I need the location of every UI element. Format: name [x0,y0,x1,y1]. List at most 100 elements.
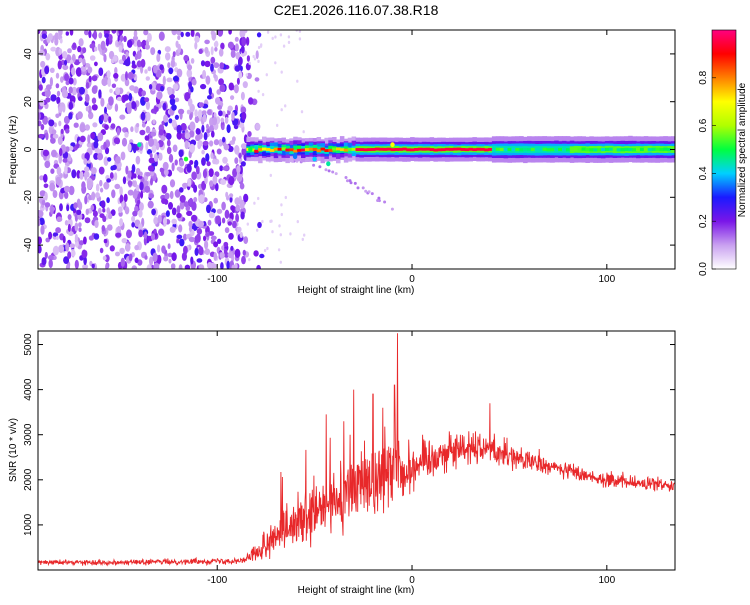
spectrogram-cell [227,221,232,226]
spectrogram-cell [65,146,70,153]
spectrogram-cell [93,140,99,149]
spectrogram-cell [65,242,70,252]
spectrogram-cell [176,205,181,214]
spectrogram-cell [124,58,131,67]
spectrogram-band-cell [293,145,298,152]
spectrogram-band-cell [647,148,653,152]
spectrogram-cell [171,59,175,68]
spectrogram-band-cell [663,147,668,151]
spectrogram-cell [289,232,292,236]
spectrogram-cell [87,66,93,74]
spectrogram-cell [274,61,277,65]
spectrogram-cell [76,111,83,120]
colorbar-tick-label: 0.6 [698,118,709,132]
spectrogram-cell [168,258,172,264]
spectrogram-cell [78,86,85,95]
spectrogram-cell [97,132,104,142]
spectrogram-band-cell [639,147,645,151]
spectrogram-cell [253,250,259,257]
spectrogram-cell [241,111,247,121]
spectrogram-cell [390,142,395,148]
spectrogram-cell [74,213,78,222]
spectrogram-cell [208,211,215,219]
spectrogram-cell [155,142,160,151]
spectrogram-x-ticks: -100 0 100 [207,30,616,285]
spectrogram-cell [39,99,45,107]
snr-series-line [38,333,675,567]
spectrogram-band-cell [297,148,302,152]
spectrogram-cell [90,204,95,211]
spectrogram-cell [106,178,111,183]
spectrogram-cell [102,255,107,261]
spectrogram-band-cell [312,144,318,151]
spectrogram-cell [245,36,250,46]
spectrogram-cell [221,110,226,117]
spectrogram-band-cell [472,148,477,152]
spectrogram-cell [59,38,63,44]
spectrogram-cell [127,189,134,196]
spectrogram-cell [108,116,112,124]
spectrogram-cell [198,102,204,108]
spectrogram-cell [144,255,148,260]
spectrogram-cell [63,172,69,179]
spectrogram-cell [48,231,53,240]
spectrogram-cell [44,65,50,75]
spectrogram-cell [163,168,169,176]
spectrogram-cell [215,215,222,225]
spectrogram-cell [68,185,75,196]
spectrogram-cell [62,235,66,244]
spectrogram-cell [58,48,63,55]
spectrogram-cell [120,257,126,267]
spectrogram-band-cell [445,147,450,151]
spectrogram-cell [84,124,90,131]
spectrogram-cell [80,65,87,72]
spectrogram-cell [257,221,262,229]
spectrogram-cell [239,65,243,72]
spectrogram-band-cell [414,148,419,151]
spectrogram-cell [169,97,176,106]
spectrogram-cell [58,244,65,253]
spectrogram-cell [231,111,235,121]
spectrogram-cell [60,128,64,134]
spectrogram-cell [216,148,222,155]
spectrogram-cell [221,245,226,251]
spectrogram-cell [218,110,223,117]
spectrogram-cell [83,158,88,165]
spectrogram-cell [225,191,229,198]
spectrogram-band-cell [573,147,579,152]
spectrogram-cell [201,124,205,133]
spectrogram-band-cell [542,147,547,151]
spectrogram-cell [243,236,249,245]
spectrogram-cell [63,59,68,66]
spectrogram-cell [277,248,281,252]
spectrogram-cell [131,222,135,228]
spectrogram-cell [383,200,387,204]
spectrogram-cell [247,131,252,137]
spectrogram-cell [219,84,226,92]
spectrogram-cell [143,180,149,187]
spectrogram-cell [57,136,63,146]
spectrogram-band-cell [285,148,290,152]
spectrogram-cell [115,251,120,257]
spectrogram-cell [68,156,72,162]
spectrogram-cell [158,31,165,41]
spectrogram-cell [227,41,234,49]
spectrogram-cell [279,260,282,264]
spectrogram-cell [82,264,89,269]
spectrogram-cell [188,220,193,228]
spectrogram-cell [86,142,93,148]
spectrogram-cell [123,193,128,203]
spectrogram-cell [169,226,176,233]
spectrogram-cell [132,143,137,154]
spectrogram-cell [148,137,155,147]
spectrogram-cell [169,190,174,200]
spectrogram-cell [189,113,193,121]
spectrogram-cell [134,53,138,61]
spectrogram-cell [139,202,144,211]
spectrogram-band-cell [620,148,625,152]
spectrogram-band-cell [254,149,259,153]
spectrogram-cell [215,97,221,105]
spectrogram-cell [239,231,243,238]
spectrogram-cell [174,189,181,198]
spectrogram-cell [284,195,287,200]
